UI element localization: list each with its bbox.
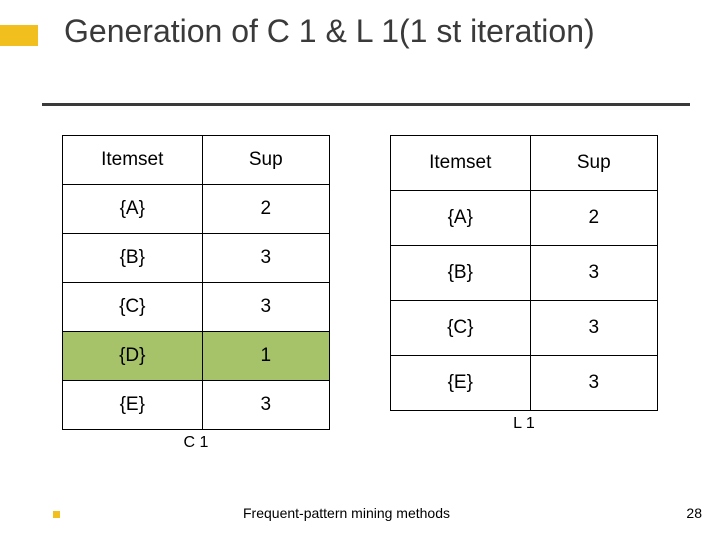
table-l1-caption: L 1 [513, 415, 535, 433]
table-cell: {C} [63, 283, 203, 332]
table-cell: 3 [530, 246, 657, 301]
title-area: Generation of C 1 & L 1(1 st iteration) [0, 0, 720, 49]
title-underline [42, 103, 690, 106]
table-header-cell: Itemset [391, 136, 531, 191]
table-row: {E}3 [63, 381, 330, 430]
table-cell: {B} [63, 234, 203, 283]
table-row: {E}3 [391, 356, 658, 411]
table-row: {A}2 [391, 191, 658, 246]
table-header-cell: Sup [530, 136, 657, 191]
table-cell: 2 [530, 191, 657, 246]
table-row: {C}3 [63, 283, 330, 332]
table-row: {B}3 [63, 234, 330, 283]
table-cell: {A} [63, 185, 203, 234]
table-cell: {E} [391, 356, 531, 411]
tables-row: ItemsetSup{A}2{B}3{C}3{D}1{E}3 C 1 Items… [62, 135, 658, 452]
table-c1-caption: C 1 [184, 434, 209, 452]
table-block-c1: ItemsetSup{A}2{B}3{C}3{D}1{E}3 C 1 [62, 135, 330, 452]
table-cell: 3 [530, 356, 657, 411]
table-cell: 3 [202, 234, 329, 283]
table-cell: {C} [391, 301, 531, 356]
table-cell: 3 [202, 283, 329, 332]
table-header-cell: Itemset [63, 136, 203, 185]
table-cell: {B} [391, 246, 531, 301]
table-row: {D}1 [63, 332, 330, 381]
table-cell: {D} [63, 332, 203, 381]
table-row: {C}3 [391, 301, 658, 356]
table-header-cell: Sup [202, 136, 329, 185]
table-c1: ItemsetSup{A}2{B}3{C}3{D}1{E}3 [62, 135, 330, 430]
page-number: 28 [686, 505, 702, 521]
table-l1: ItemsetSup{A}2{B}3{C}3{E}3 [390, 135, 658, 411]
table-row: {A}2 [63, 185, 330, 234]
table-block-l1: ItemsetSup{A}2{B}3{C}3{E}3 L 1 [390, 135, 658, 452]
table-cell: 1 [202, 332, 329, 381]
footer-bullet [53, 511, 60, 518]
slide-title: Generation of C 1 & L 1(1 st iteration) [64, 14, 690, 49]
table-cell: 3 [202, 381, 329, 430]
table-row: {B}3 [391, 246, 658, 301]
table-cell: 3 [530, 301, 657, 356]
table-cell: 2 [202, 185, 329, 234]
footer-text: Frequent-pattern mining methods [243, 505, 450, 521]
table-cell: {A} [391, 191, 531, 246]
table-cell: {E} [63, 381, 203, 430]
slide-container: Generation of C 1 & L 1(1 st iteration) … [0, 0, 720, 540]
